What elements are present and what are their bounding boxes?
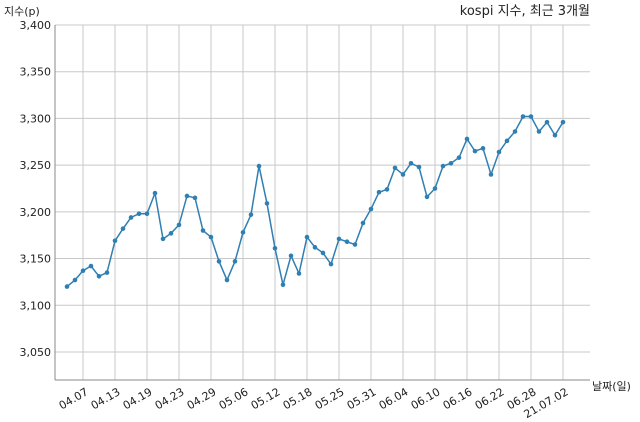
point bbox=[328, 261, 334, 267]
point bbox=[248, 212, 254, 217]
point bbox=[192, 195, 198, 201]
point bbox=[120, 226, 126, 231]
point bbox=[296, 271, 302, 276]
point bbox=[320, 250, 326, 256]
y-tick-label: 3,250 bbox=[20, 159, 52, 172]
x-tick-label: 05.06 bbox=[217, 385, 251, 412]
point bbox=[160, 236, 166, 242]
point bbox=[168, 231, 174, 236]
chart-title: kospi 지수, 최근 3개월 bbox=[460, 4, 590, 19]
point bbox=[80, 268, 86, 273]
point bbox=[96, 274, 102, 279]
x-tick-label: 05.25 bbox=[313, 385, 347, 412]
point bbox=[480, 146, 486, 151]
point bbox=[200, 228, 206, 233]
point bbox=[72, 277, 78, 283]
line bbox=[66, 115, 564, 288]
x-tick-label: 05.31 bbox=[345, 385, 379, 412]
point bbox=[360, 220, 366, 226]
point bbox=[496, 149, 502, 155]
point bbox=[136, 211, 142, 217]
point bbox=[456, 155, 462, 160]
point bbox=[488, 172, 494, 177]
point bbox=[312, 245, 318, 250]
x-tick-label: 06.04 bbox=[377, 385, 411, 412]
point bbox=[232, 259, 238, 264]
y-tick-label: 3,050 bbox=[20, 346, 52, 359]
y-tick-label: 3,300 bbox=[20, 112, 52, 125]
y-tick-label: 3,200 bbox=[20, 206, 52, 219]
x-tick-label: 04.19 bbox=[121, 385, 155, 412]
point bbox=[240, 230, 246, 235]
point bbox=[560, 119, 566, 125]
point bbox=[144, 211, 150, 217]
point bbox=[448, 160, 454, 166]
point bbox=[224, 277, 230, 283]
point bbox=[464, 136, 470, 142]
point bbox=[112, 238, 118, 244]
point bbox=[336, 236, 342, 242]
point bbox=[304, 234, 310, 240]
point bbox=[536, 129, 542, 134]
point bbox=[152, 190, 158, 196]
point bbox=[368, 206, 374, 212]
y-tick-label: 3,350 bbox=[20, 66, 52, 79]
y-tick-label: 3,100 bbox=[20, 299, 52, 312]
y-tick-label: 3,400 bbox=[20, 19, 52, 32]
point bbox=[184, 193, 190, 199]
point bbox=[344, 239, 350, 245]
point bbox=[104, 270, 110, 275]
point bbox=[432, 186, 438, 191]
point bbox=[208, 234, 214, 240]
x-tick-label: 04.07 bbox=[57, 385, 91, 412]
x-tick-label: 06.22 bbox=[473, 385, 507, 412]
point bbox=[440, 163, 446, 169]
x-tick-label: 05.18 bbox=[281, 385, 315, 412]
point bbox=[288, 253, 294, 259]
point bbox=[544, 119, 550, 125]
point bbox=[408, 160, 414, 166]
point bbox=[88, 263, 94, 269]
point bbox=[528, 114, 534, 119]
point bbox=[512, 129, 518, 134]
x-tick-label: 05.12 bbox=[249, 385, 283, 412]
x-tick-label: 06.10 bbox=[409, 385, 443, 412]
point bbox=[128, 215, 134, 220]
point bbox=[64, 284, 70, 289]
x-tick-label: 06.16 bbox=[441, 385, 475, 412]
point bbox=[424, 194, 430, 200]
point bbox=[520, 114, 526, 119]
x-tick-label: 04.29 bbox=[185, 385, 219, 412]
point bbox=[176, 222, 182, 228]
point bbox=[216, 259, 222, 264]
y-axis-label: 지수(p) bbox=[4, 5, 40, 18]
point bbox=[392, 165, 398, 171]
point bbox=[472, 148, 478, 154]
point bbox=[384, 187, 390, 192]
x-tick-label: 04.23 bbox=[153, 385, 187, 412]
point bbox=[376, 189, 382, 195]
point bbox=[552, 132, 558, 138]
point bbox=[352, 242, 358, 247]
point bbox=[256, 163, 262, 169]
point bbox=[272, 245, 278, 251]
x-tick-label: 04.13 bbox=[89, 385, 123, 412]
point bbox=[504, 138, 510, 144]
point bbox=[400, 172, 406, 177]
point bbox=[416, 164, 422, 170]
point bbox=[264, 201, 270, 206]
x-axis-label: 날짜(일) bbox=[592, 379, 631, 393]
y-tick-label: 3,150 bbox=[20, 253, 52, 266]
point bbox=[280, 282, 286, 288]
